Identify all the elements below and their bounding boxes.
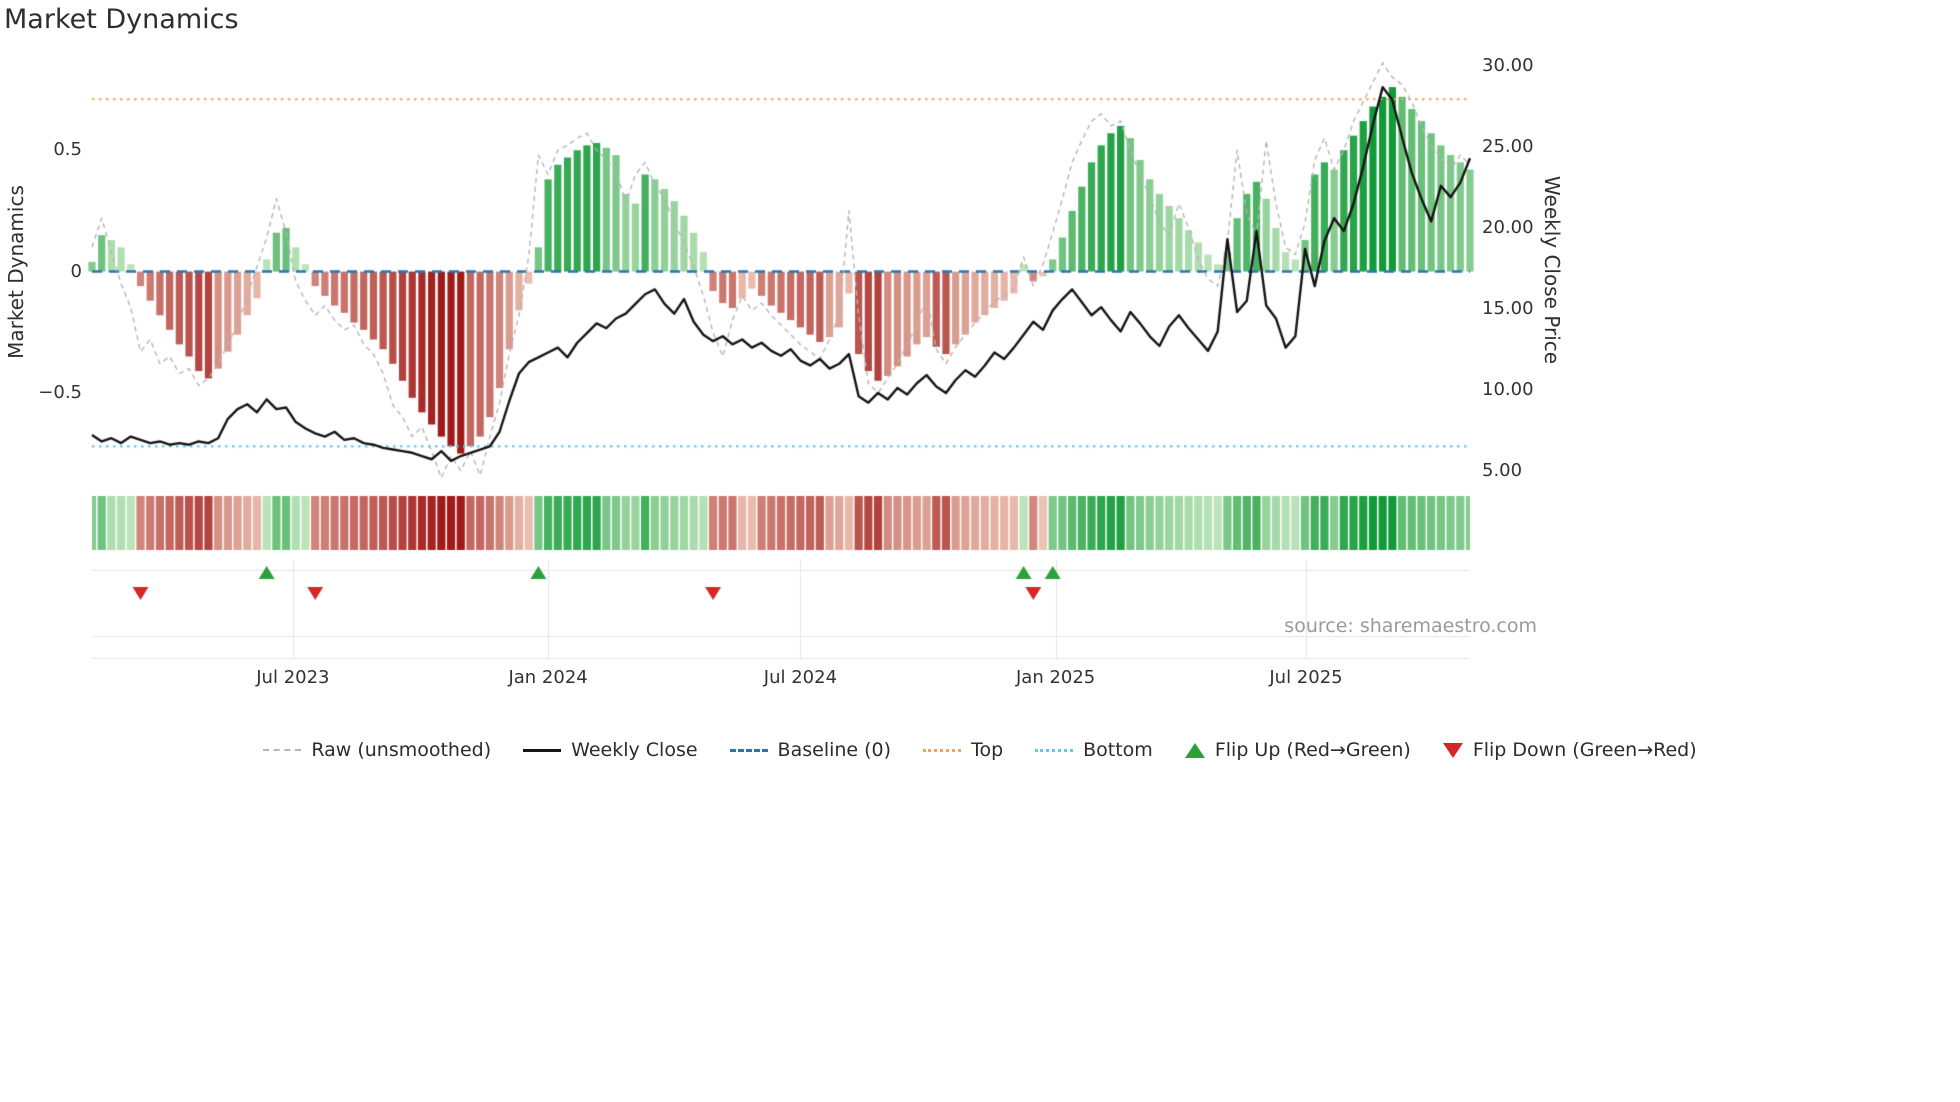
legend-top-item: Top [923,739,1003,761]
legend-weekly-close-item: Weekly Close [523,739,698,761]
right-axis-tick-label: 15.00 [1482,297,1534,319]
x-axis-tick-label: Jan 2024 [508,667,588,688]
legend-flip-up-item: Flip Up (Red→Green) [1184,739,1411,761]
right-axis-tick-label: 20.00 [1482,216,1534,238]
right-axis-tick-label: 25.00 [1482,135,1534,157]
legend-bottom-label: Bottom [1083,739,1153,761]
legend-flip-down-item: Flip Down (Green→Red) [1442,739,1697,761]
left-axis-tick-label: 0 [70,260,82,282]
triangle-down-icon [1442,742,1463,758]
long-dash-line-icon [729,748,768,752]
dashed-line-icon [263,749,302,751]
x-axis-tick-label: Jan 2025 [1015,667,1096,688]
legend-bottom-item: Bottom [1035,739,1153,761]
legend-baseline-label: Baseline (0) [777,739,892,761]
left-axis-tick-label: 0.5 [53,139,82,161]
legend-top-label: Top [971,739,1004,761]
legend-raw-label: Raw (unsmoothed) [311,739,492,761]
legend-raw-item: Raw (unsmoothed) [263,739,491,761]
legend-weekly-close-label: Weekly Close [571,739,698,761]
right-axis-title: Weekly Close Price [1540,175,1564,365]
dotted-line-icon [1035,748,1074,752]
right-axis-tick-label: 5.00 [1482,459,1523,481]
right-axis-tick-label: 30.00 [1482,55,1534,77]
dotted-line-icon [923,748,962,752]
x-axis-tick-label: Jul 2024 [763,667,838,688]
source-credit: source: sharemaestro.com [1284,615,1537,637]
triangle-up-icon [1184,742,1205,758]
solid-line-icon [523,748,562,752]
legend-baseline-item: Baseline (0) [729,739,892,761]
chart-legend: Raw (unsmoothed) Weekly Close Baseline (0)… [0,739,1960,761]
legend-flip-down-label: Flip Down (Green→Red) [1472,739,1697,761]
right-axis-tick-label: 10.00 [1482,378,1534,400]
x-axis-tick-label: Jul 2025 [1269,667,1343,688]
chart-title: Market Dynamics [4,4,239,35]
x-axis-tick-label: Jul 2023 [256,667,330,688]
left-axis-tick-label: −0.5 [38,381,82,403]
legend-flip-up-label: Flip Up (Red→Green) [1214,739,1411,761]
